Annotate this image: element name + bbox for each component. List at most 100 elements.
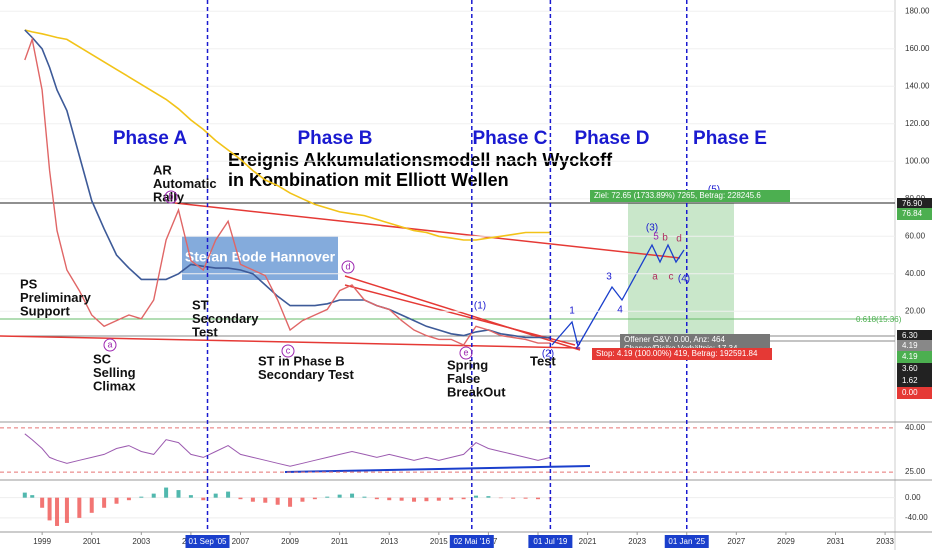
price-badge	[897, 375, 932, 387]
date-label: 02 Mai '16	[453, 537, 490, 546]
macd-bar	[188, 495, 193, 498]
trade-label: 0.618(15.36)	[856, 315, 902, 324]
price-badge	[897, 387, 932, 399]
macd-bar	[201, 497, 206, 501]
macd-bar	[226, 491, 231, 498]
price-badge-label: 76.90	[902, 199, 923, 208]
rsi-tick-label: 25.00	[905, 467, 926, 476]
trendline	[344, 284, 576, 346]
price-badge-label: 3.60	[902, 364, 918, 373]
macd-bar	[312, 497, 317, 500]
point-label: a	[107, 339, 112, 349]
macd-bar	[511, 497, 516, 499]
x-tick-label: 2027	[727, 537, 745, 546]
trendline	[0, 335, 581, 349]
macd-bar	[139, 496, 144, 498]
macd-bar	[126, 497, 131, 501]
note: ST in Phase B	[258, 353, 345, 368]
x-tick-label: 2011	[331, 537, 349, 546]
price-badge-label: 4.19	[902, 352, 918, 361]
macd-bar	[288, 497, 293, 507]
price-badge	[897, 351, 932, 363]
title: in Kombination mit Elliott Wellen	[228, 170, 509, 190]
date-label: 01 Sep '05	[189, 537, 228, 546]
macd-bar	[412, 497, 417, 502]
y-tick-label: 180.00	[905, 6, 930, 15]
date-badge	[664, 535, 709, 548]
watermark: Stefan Bode Hannover	[185, 249, 336, 265]
note: ST	[192, 297, 209, 312]
point-circle	[103, 338, 117, 352]
price-badge-label: 4.19	[902, 341, 918, 350]
macd-bar	[374, 497, 379, 500]
phase-label: Phase A	[113, 128, 188, 149]
price-badge-label: 6.30	[902, 331, 918, 340]
macd-bar	[250, 497, 255, 502]
point-label: c	[286, 345, 291, 355]
point-circle	[459, 346, 473, 360]
date-badge	[449, 535, 494, 548]
note: Test	[192, 324, 218, 339]
macd-bar	[47, 497, 52, 521]
macd-bar	[213, 493, 218, 498]
date-label: 01 Jan '25	[668, 537, 705, 546]
wave-label: 5	[653, 232, 659, 243]
macd-bar	[238, 497, 243, 500]
macd-bar	[325, 496, 330, 498]
x-tick-label: 2013	[380, 537, 398, 546]
price-line	[24, 36, 551, 346]
note: Climax	[93, 378, 136, 393]
note: PS	[20, 276, 38, 291]
x-tick-label: 2031	[827, 537, 845, 546]
macd-bar	[461, 497, 466, 500]
note: Automatic	[153, 176, 217, 191]
date-label: 01 Jul '19	[533, 537, 568, 546]
macd-bar	[176, 490, 181, 498]
note: AR	[153, 162, 172, 177]
rsi-trendline	[284, 465, 591, 473]
wave-label: (2)	[542, 349, 554, 360]
macd-bar	[399, 497, 404, 501]
wave-label: 2	[575, 341, 581, 352]
macd-bar	[114, 497, 119, 504]
x-tick-label: 2033	[876, 537, 894, 546]
macd-bar	[350, 493, 355, 498]
trade-badge	[592, 348, 772, 360]
wave-label: (4)	[678, 274, 690, 285]
price-badge-label: 1.62	[902, 376, 918, 385]
rsi-tick-label: 40.00	[905, 423, 926, 432]
phase-label: Phase E	[693, 128, 767, 149]
wave-label: 4	[617, 305, 623, 316]
y-tick-label: 120.00	[905, 119, 930, 128]
y-tick-label: 100.00	[905, 156, 930, 165]
macd-tick-label: 0.00	[905, 493, 921, 502]
point-circle	[164, 190, 178, 204]
wave-label: 3	[606, 272, 612, 283]
macd-bar	[275, 497, 280, 505]
rsi-line	[24, 433, 551, 467]
trade-label: Offener G&V: 0.00, Anz: 464	[624, 335, 726, 344]
phase-label: Phase C	[473, 128, 548, 149]
trendline	[174, 202, 681, 259]
wave-label: 1	[569, 306, 575, 317]
wave-label: a	[652, 272, 658, 283]
x-tick-label: 2009	[281, 537, 299, 546]
macd-bar	[523, 497, 528, 499]
macd-bar	[55, 497, 60, 526]
note: Test	[530, 353, 556, 368]
date-badge	[185, 535, 230, 548]
macd-bar	[474, 495, 479, 498]
price-badge-label: 0.00	[902, 388, 918, 397]
price-badge	[897, 340, 932, 352]
wave-label: (3)	[646, 223, 658, 234]
x-tick-label: 2021	[579, 537, 597, 546]
note: False	[447, 371, 480, 386]
x-tick-label: 2007	[232, 537, 250, 546]
note: Preliminary	[20, 290, 92, 305]
point-label: b	[168, 191, 173, 201]
x-tick-label: 2015	[430, 537, 448, 546]
phase-label: Phase D	[575, 128, 650, 149]
price-badge	[897, 363, 932, 375]
